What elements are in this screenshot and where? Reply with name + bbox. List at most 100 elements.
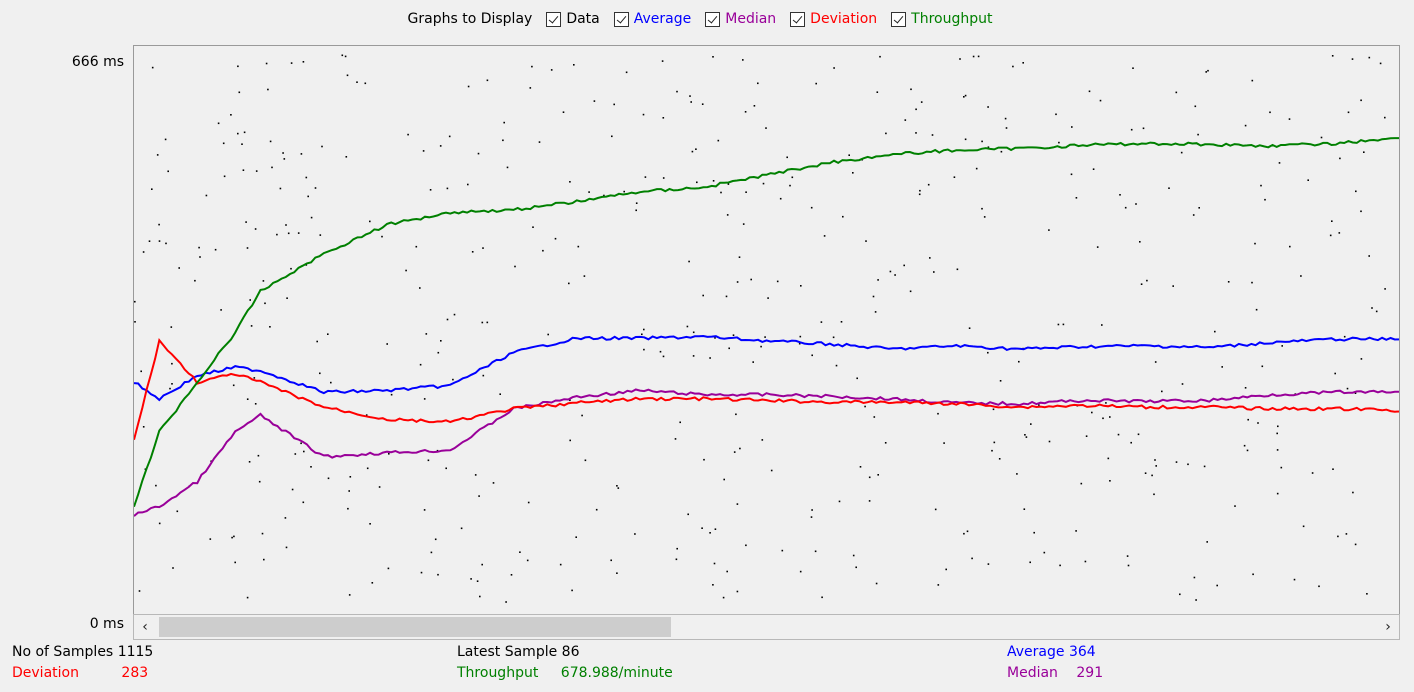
data-point xyxy=(492,482,495,484)
data-point xyxy=(692,355,695,357)
data-point xyxy=(429,189,432,191)
data-point xyxy=(1338,232,1341,234)
data-point xyxy=(1130,441,1132,444)
horizontal-scrollbar[interactable]: ‹ › xyxy=(133,614,1400,640)
data-point xyxy=(975,167,978,170)
deviation-stat: Deviation 283 xyxy=(12,665,148,681)
data-point xyxy=(1276,449,1279,451)
data-point xyxy=(499,393,501,395)
checkbox-icon[interactable] xyxy=(891,11,907,27)
data-point xyxy=(702,294,704,297)
data-point xyxy=(1058,141,1060,144)
data-point xyxy=(1276,492,1279,495)
data-point xyxy=(287,232,290,235)
data-point xyxy=(319,234,322,236)
scroll-thumb[interactable] xyxy=(159,617,671,637)
data-point xyxy=(356,81,358,83)
throughput-stat: Throughput 678.988/minute xyxy=(457,665,673,681)
data-point xyxy=(852,554,855,557)
data-point xyxy=(1080,482,1083,485)
data-point xyxy=(723,478,725,481)
data-point xyxy=(991,449,993,452)
data-point xyxy=(1126,555,1129,557)
data-point xyxy=(1075,197,1078,199)
data-point xyxy=(265,62,268,65)
data-point xyxy=(241,143,243,145)
data-point xyxy=(855,566,857,569)
data-point xyxy=(1251,79,1254,82)
data-point xyxy=(1107,457,1110,460)
chevron-left-icon[interactable]: ‹ xyxy=(142,619,148,635)
checkbox-data[interactable]: Data xyxy=(546,11,600,27)
data-point xyxy=(510,574,513,576)
data-point xyxy=(1384,288,1386,290)
data-point xyxy=(547,333,549,336)
checkbox-average[interactable]: Average xyxy=(613,11,691,27)
data-point xyxy=(865,240,867,242)
data-point xyxy=(378,486,381,488)
checkbox-icon[interactable] xyxy=(613,11,629,27)
data-point xyxy=(542,249,544,252)
data-point xyxy=(1124,206,1127,209)
data-point xyxy=(927,183,930,186)
data-point xyxy=(419,363,422,366)
data-point xyxy=(972,55,975,58)
data-point xyxy=(366,467,369,470)
data-point xyxy=(1005,127,1008,129)
data-point xyxy=(1018,360,1020,363)
checkbox-throughput[interactable]: Throughput xyxy=(891,11,992,27)
data-point xyxy=(415,245,418,248)
data-point xyxy=(1329,234,1332,237)
data-point xyxy=(937,412,939,415)
checkbox-icon[interactable] xyxy=(790,11,806,27)
checkbox-deviation-label: Deviation xyxy=(810,11,878,27)
data-point xyxy=(971,557,973,560)
data-point xyxy=(321,145,323,148)
data-point xyxy=(725,295,728,298)
samples-stat: No of Samples 1115 xyxy=(12,644,153,660)
data-point xyxy=(436,449,439,452)
data-point xyxy=(1337,535,1339,538)
data-point xyxy=(776,280,779,283)
data-point xyxy=(1214,330,1216,333)
data-point xyxy=(1244,124,1247,127)
data-point xyxy=(446,187,449,190)
data-point xyxy=(1281,345,1283,347)
data-point xyxy=(246,596,249,599)
data-point xyxy=(1368,255,1370,257)
data-point xyxy=(283,158,286,160)
data-point xyxy=(575,536,577,538)
data-point xyxy=(348,490,350,492)
data-point xyxy=(1293,578,1296,581)
data-point xyxy=(701,527,703,529)
data-point xyxy=(1375,310,1378,313)
data-point xyxy=(726,570,728,573)
data-point xyxy=(1260,184,1262,187)
data-point xyxy=(347,507,349,510)
data-point xyxy=(987,351,989,354)
data-point xyxy=(286,297,288,299)
data-point xyxy=(1360,99,1362,102)
checkbox-icon[interactable] xyxy=(546,11,562,27)
data-point xyxy=(691,150,694,153)
chevron-right-icon[interactable]: › xyxy=(1385,619,1391,635)
data-point xyxy=(929,257,931,259)
data-point xyxy=(820,321,823,323)
data-point xyxy=(420,571,423,574)
data-point xyxy=(246,247,249,249)
checkbox-deviation[interactable]: Deviation xyxy=(790,11,877,27)
data-point xyxy=(1088,90,1091,93)
data-point xyxy=(1023,508,1026,510)
data-point xyxy=(757,82,759,85)
checkbox-median[interactable]: Median xyxy=(705,11,776,27)
data-point xyxy=(477,152,480,155)
latest-sample-label: Latest Sample xyxy=(457,644,558,660)
data-point xyxy=(823,235,826,237)
data-point xyxy=(1354,392,1357,394)
data-point xyxy=(460,527,463,530)
checkbox-median-label: Median xyxy=(725,11,777,27)
data-point xyxy=(752,361,754,363)
checkbox-icon[interactable] xyxy=(705,11,721,27)
data-point xyxy=(964,94,967,97)
data-point xyxy=(291,488,294,491)
